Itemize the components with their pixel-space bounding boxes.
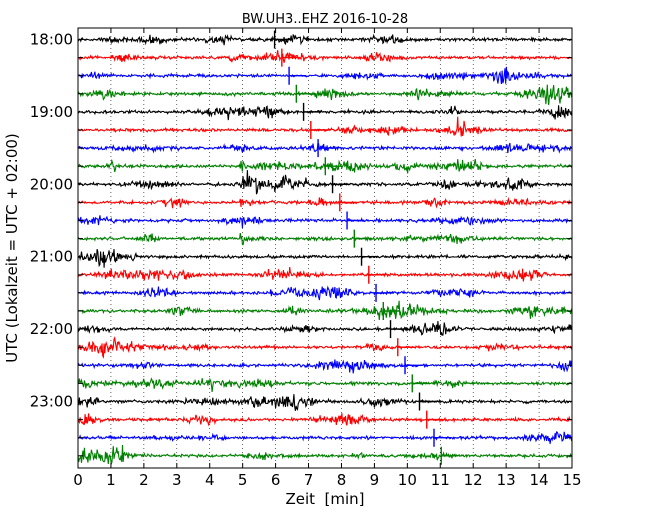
trace-1815 <box>77 50 573 63</box>
segment-marker <box>339 193 357 212</box>
x-tick-label: 12 <box>464 471 483 489</box>
trace-2315 <box>77 413 573 427</box>
x-axis: 0 1 2 3 4 5 6 7 8 9 10 11 12 13 14 15 <box>73 28 582 489</box>
segment-marker <box>331 175 350 194</box>
trace-2200 <box>77 321 573 336</box>
trace-2030 <box>77 215 573 229</box>
x-tick-label: 14 <box>530 471 549 489</box>
segment-marker <box>273 30 292 49</box>
x-tick-label: 2 <box>139 471 149 489</box>
y-tick-label: 23:00 <box>30 393 73 411</box>
trace-1800 <box>77 33 573 46</box>
grid-layer <box>110 28 540 468</box>
x-tick-label: 0 <box>73 471 83 489</box>
y-axis-label: UTC (Lokalzeit = UTC + 02:00) <box>3 133 21 363</box>
segment-marker <box>440 446 459 465</box>
trace-2000 <box>77 170 573 195</box>
x-tick-label: 11 <box>431 471 450 489</box>
segment-marker <box>295 84 314 103</box>
x-tick-label: 5 <box>238 471 248 489</box>
segment-marker <box>433 428 451 447</box>
segment-marker <box>404 356 423 375</box>
chart-title: BW.UH3..EHZ 2016-10-28 <box>242 12 408 27</box>
segment-marker <box>317 139 336 158</box>
trace-2115 <box>77 267 573 282</box>
x-axis-label: Zeit [min] <box>285 490 364 508</box>
segment-marker <box>302 102 321 121</box>
y-tick-label: 18:00 <box>30 31 73 49</box>
y-tick-label: 22:00 <box>30 320 73 338</box>
segment-marker <box>418 392 437 411</box>
trace-2145 <box>77 300 573 320</box>
segment-marker <box>389 320 408 339</box>
trace-2045 <box>77 233 573 246</box>
segment-marker <box>375 283 394 302</box>
x-tick-label: 8 <box>337 471 347 489</box>
trace-2215 <box>77 336 573 359</box>
trace-2015 <box>77 196 573 209</box>
trace-2230 <box>77 359 573 374</box>
x-tick-label: 13 <box>497 471 516 489</box>
y-tick-label: 19:00 <box>30 103 73 121</box>
segment-marker <box>368 265 386 284</box>
x-tick-label: 7 <box>304 471 314 489</box>
trace-2330 <box>77 431 573 444</box>
segment-marker <box>353 229 372 248</box>
x-tick-label: 4 <box>205 471 215 489</box>
trace-1830 <box>77 66 573 85</box>
y-tick-label: 20:00 <box>30 175 73 193</box>
trace-2245 <box>77 377 573 392</box>
segment-marker <box>281 48 299 67</box>
x-tick-label: 9 <box>370 471 380 489</box>
trace-1930 <box>78 142 573 154</box>
segment-marker <box>382 302 401 320</box>
y-tick-label: 21:00 <box>30 248 73 266</box>
segment-marker <box>324 157 343 176</box>
segment-marker <box>310 121 328 139</box>
x-tick-label: 1 <box>106 471 116 489</box>
segment-marker <box>426 410 444 429</box>
x-tick-label: 15 <box>562 471 581 489</box>
trace-2345 <box>77 444 573 466</box>
segment-marker <box>346 211 365 230</box>
x-tick-label: 3 <box>172 471 182 489</box>
plot-frame <box>77 27 573 469</box>
x-tick-label: 10 <box>398 471 417 489</box>
y-axis: 18:00 19:00 20:00 21:00 22:00 23:00 <box>30 31 572 457</box>
trace-2130 <box>77 285 573 301</box>
trace-2300 <box>77 394 573 411</box>
trace-1900 <box>77 105 573 121</box>
trace-1915 <box>78 116 573 137</box>
segment-marker <box>360 247 379 266</box>
trace-layer <box>77 30 573 466</box>
trace-1845 <box>77 84 573 106</box>
segment-marker <box>288 66 307 85</box>
segment-marker <box>397 338 415 357</box>
trace-2100 <box>77 249 573 268</box>
x-tick-label: 6 <box>271 471 281 489</box>
segment-marker <box>411 374 430 393</box>
